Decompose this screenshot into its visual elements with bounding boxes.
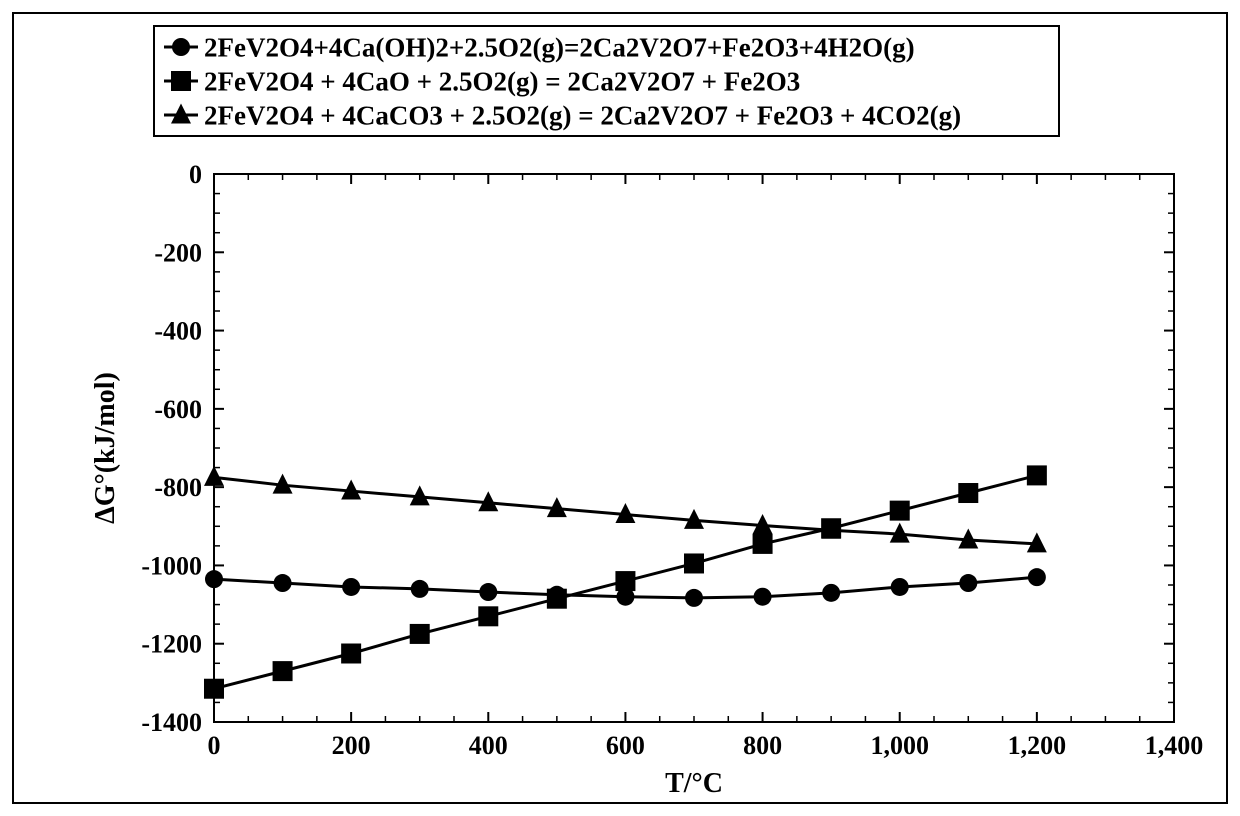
y-tick-label: 0 <box>189 160 202 189</box>
y-tick-label: -1200 <box>141 630 202 659</box>
x-tick-label: 0 <box>208 731 221 760</box>
x-tick-label: 1,400 <box>1145 731 1204 760</box>
x-tick-label: 800 <box>743 731 782 760</box>
legend-label-circle: 2FeV2O4+4Ca(OH)2+2.5O2(g)=2Ca2V2O7+Fe2O3… <box>204 32 915 62</box>
y-tick-label: -400 <box>154 317 202 346</box>
y-tick-label: -600 <box>154 395 202 424</box>
gibbs-energy-chart: 0 200 400 600 800 1,000 1,200 1,400 T/°C 0 -200 -40… <box>14 14 1230 806</box>
x-tick-label: 200 <box>332 731 371 760</box>
y-tick-label: -1400 <box>141 708 202 737</box>
x-tick-label: 1,000 <box>870 731 929 760</box>
y-axis-label: ΔG°(kJ/mol) <box>90 372 121 524</box>
y-tick-label: -800 <box>154 473 202 502</box>
x-tick-label: 600 <box>606 731 645 760</box>
x-tick-label: 1,200 <box>1008 731 1067 760</box>
legend-label-square: 2FeV2O4 + 4CaO + 2.5O2(g) = 2Ca2V2O7 + F… <box>204 66 800 96</box>
plot-area <box>214 174 1174 722</box>
y-tick-label: -200 <box>154 238 202 267</box>
chart-outer-frame: 0 200 400 600 800 1,000 1,200 1,400 T/°C 0 -200 -40… <box>12 12 1228 804</box>
x-axis-label: T/°C <box>665 768 723 799</box>
x-tick-label: 400 <box>469 731 508 760</box>
legend-label-triangle: 2FeV2O4 + 4CaCO3 + 2.5O2(g) = 2Ca2V2O7 +… <box>204 100 961 130</box>
y-tick-label: -1000 <box>141 551 202 580</box>
